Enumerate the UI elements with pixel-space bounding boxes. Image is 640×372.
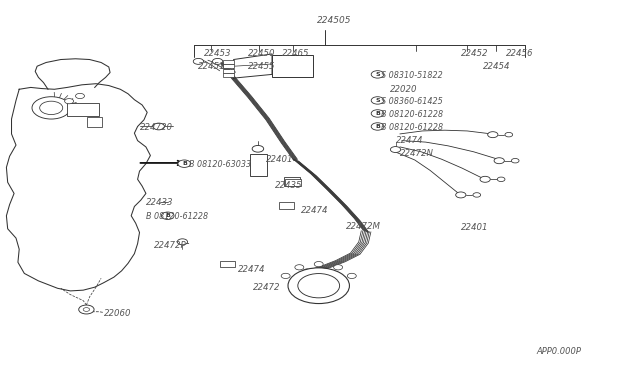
Text: 224720: 224720 (140, 123, 173, 132)
Text: 22465: 22465 (282, 49, 309, 58)
Text: 22472M: 22472M (346, 222, 381, 231)
Circle shape (456, 192, 466, 198)
Text: 22450: 22450 (248, 49, 276, 58)
Text: S 08310-51822: S 08310-51822 (381, 71, 442, 80)
Text: B: B (165, 213, 170, 218)
Circle shape (76, 93, 84, 99)
Circle shape (178, 160, 191, 167)
Text: S 08360-61425: S 08360-61425 (381, 97, 442, 106)
Circle shape (303, 269, 312, 274)
Circle shape (371, 110, 384, 117)
Circle shape (488, 132, 498, 138)
FancyBboxPatch shape (220, 261, 235, 267)
Circle shape (252, 145, 264, 152)
Circle shape (161, 212, 174, 219)
Circle shape (497, 177, 505, 182)
Circle shape (371, 123, 384, 130)
FancyBboxPatch shape (223, 69, 234, 73)
Text: 22452: 22452 (461, 49, 488, 58)
Text: 22435: 22435 (275, 182, 303, 190)
Circle shape (288, 268, 349, 304)
Circle shape (348, 273, 356, 279)
Circle shape (153, 123, 164, 130)
Text: APP0.000P: APP0.000P (536, 347, 581, 356)
Circle shape (193, 58, 204, 64)
Circle shape (511, 158, 519, 163)
Text: B: B (182, 161, 187, 166)
Text: 22454: 22454 (483, 62, 511, 71)
Circle shape (212, 58, 223, 64)
Text: B 08120-61228: B 08120-61228 (381, 123, 443, 132)
Text: 22451: 22451 (198, 62, 226, 71)
Circle shape (480, 176, 490, 182)
Text: 224505: 224505 (317, 16, 351, 25)
Circle shape (83, 308, 90, 311)
Text: 22401: 22401 (461, 223, 488, 232)
Circle shape (371, 71, 384, 78)
FancyBboxPatch shape (67, 103, 99, 116)
FancyBboxPatch shape (250, 154, 267, 176)
Text: S: S (375, 72, 380, 77)
Text: B 08120-61228: B 08120-61228 (381, 110, 443, 119)
Circle shape (79, 305, 94, 314)
Circle shape (177, 239, 188, 245)
Text: 22474: 22474 (396, 136, 423, 145)
Text: B: B (375, 111, 380, 116)
Text: S: S (375, 98, 380, 103)
Text: 22456: 22456 (506, 49, 533, 58)
FancyBboxPatch shape (223, 64, 234, 68)
Circle shape (298, 273, 340, 298)
FancyBboxPatch shape (279, 202, 294, 209)
Circle shape (316, 274, 324, 279)
FancyBboxPatch shape (285, 179, 301, 186)
Text: 22472: 22472 (253, 283, 280, 292)
Circle shape (323, 276, 332, 281)
Text: 22433: 22433 (146, 198, 173, 207)
Text: 22060: 22060 (104, 309, 131, 318)
Circle shape (371, 97, 384, 104)
Circle shape (314, 262, 323, 267)
Circle shape (65, 99, 74, 104)
Text: 22474: 22474 (301, 206, 328, 215)
Circle shape (295, 265, 304, 270)
Text: 22472N: 22472N (400, 149, 434, 158)
Circle shape (337, 276, 346, 282)
Circle shape (40, 101, 63, 115)
Circle shape (473, 193, 481, 197)
Text: 22020: 22020 (390, 85, 418, 94)
Text: 22455: 22455 (248, 62, 276, 71)
Circle shape (281, 273, 290, 279)
Text: 22401: 22401 (266, 155, 294, 164)
Text: B: B (375, 124, 380, 129)
Circle shape (330, 276, 339, 282)
Circle shape (333, 265, 342, 270)
Circle shape (32, 97, 70, 119)
FancyBboxPatch shape (272, 55, 313, 77)
FancyBboxPatch shape (223, 73, 234, 77)
FancyBboxPatch shape (223, 60, 234, 64)
Text: B 08120-63033: B 08120-63033 (189, 160, 251, 169)
Text: 22472P: 22472P (154, 241, 186, 250)
Text: 22474: 22474 (238, 265, 266, 274)
Circle shape (505, 132, 513, 137)
Circle shape (494, 158, 504, 164)
Text: 22453: 22453 (204, 49, 231, 58)
Circle shape (309, 272, 318, 277)
FancyBboxPatch shape (284, 177, 300, 186)
Text: B 08120-61228: B 08120-61228 (146, 212, 208, 221)
Circle shape (390, 147, 401, 153)
FancyBboxPatch shape (87, 117, 102, 127)
